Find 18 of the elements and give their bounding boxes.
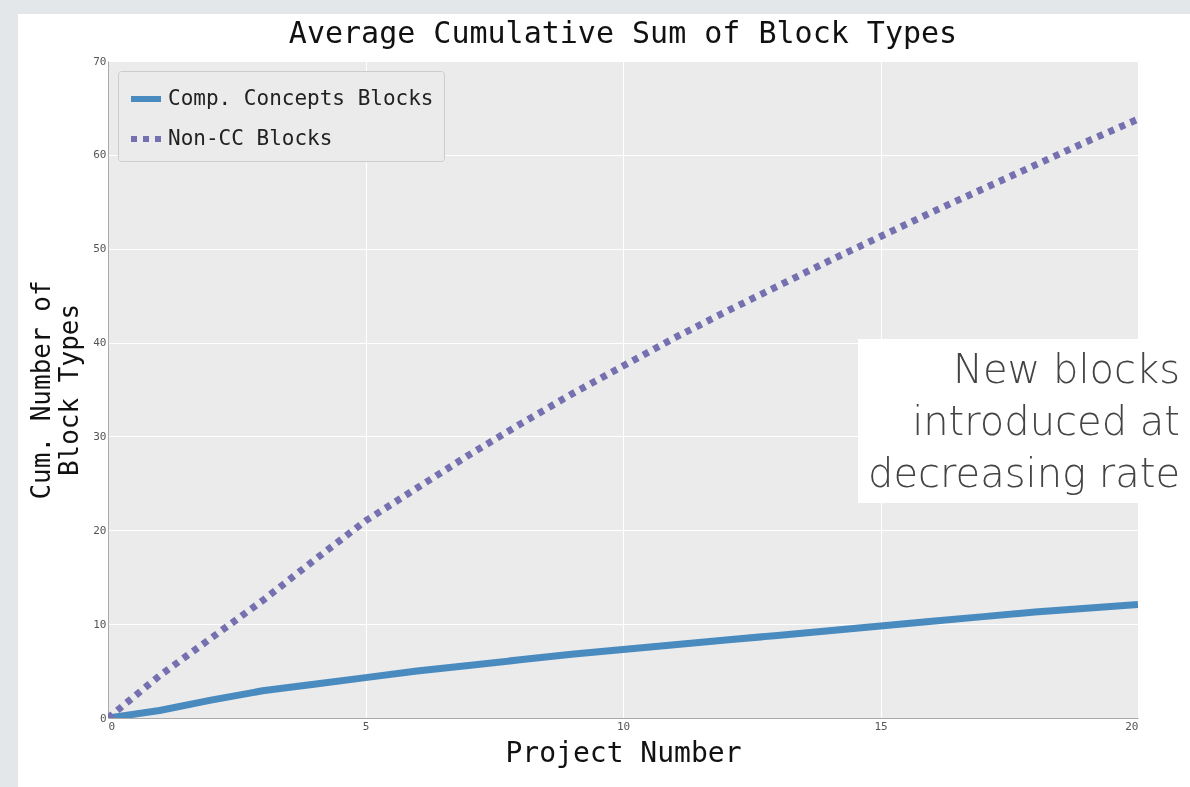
annotation: New blocks introduced at decreasing rate: [858, 339, 1190, 503]
y-tick-label: 30: [93, 429, 107, 443]
x-tick-label: 10: [616, 719, 631, 733]
y-axis-title: Cum. Number of Block Types: [26, 280, 85, 500]
chart-title: Average Cumulative Sum of Block Types: [288, 15, 958, 50]
y-tick-label: 70: [93, 54, 107, 68]
y-tick-label: 40: [93, 336, 107, 350]
x-axis-title: Project Number: [505, 735, 742, 769]
x-tick-label: 0: [108, 719, 116, 733]
legend-label: Comp. Concepts Blocks: [168, 86, 434, 110]
y-tick-label: 10: [93, 617, 107, 631]
y-tick-label: 20: [93, 523, 107, 537]
y-tick-label: 50: [93, 242, 107, 256]
x-tick-label: 20: [1125, 719, 1139, 733]
x-tick-label: 5: [362, 719, 370, 733]
legend-label: Non-CC Blocks: [168, 126, 333, 150]
x-tick-label: 15: [874, 719, 888, 733]
y-tick-label: 60: [93, 148, 107, 162]
